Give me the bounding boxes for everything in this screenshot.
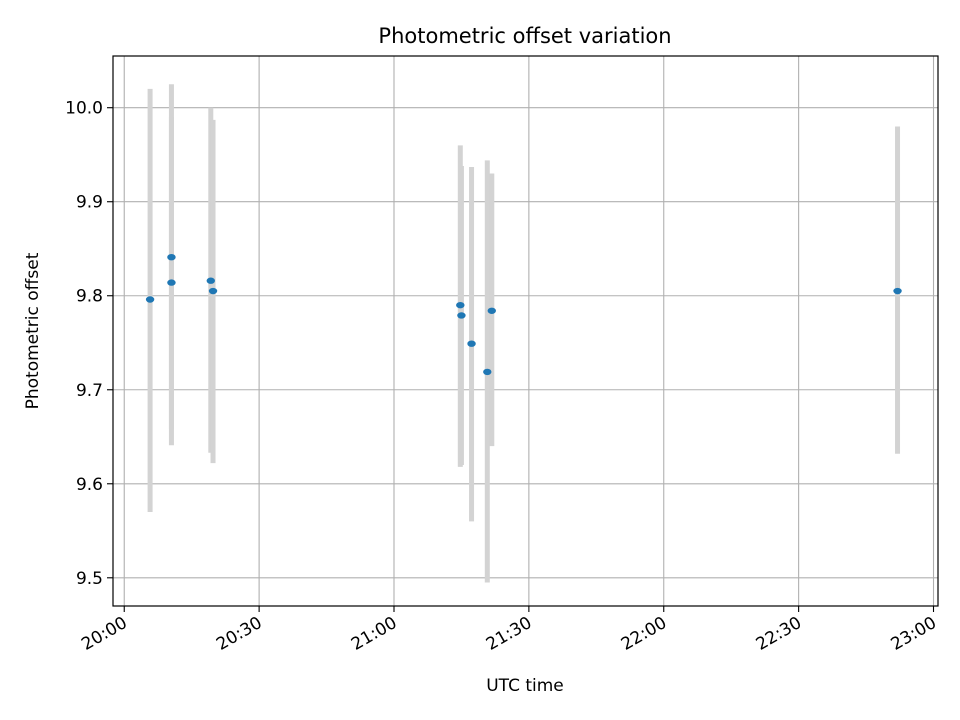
x-axis-title: UTC time [486,676,564,696]
chart-title: Photometric offset variation [378,24,671,48]
plot-frame [112,55,939,607]
y-axis: 9.5 9.6 9.7 9.8 9.9 10.0 [65,99,113,589]
y-axis-title: Photometric offset [23,252,43,409]
y-tick-label: 9.8 [76,287,103,307]
data-points [145,253,902,376]
data-point [457,312,466,319]
data-point [145,296,155,303]
y-tick-label: 9.9 [76,193,103,213]
y-tick-label: 9.6 [76,475,103,495]
data-point [167,279,176,286]
data-point [893,287,902,295]
data-point [167,253,176,261]
data-point [456,301,465,309]
data-point [467,340,476,347]
y-tick-label: 9.7 [76,381,103,401]
data-point [487,307,496,314]
data-point [483,368,492,376]
y-tick-label: 10.0 [65,99,103,119]
data-point [206,277,215,284]
gridlines [113,56,938,606]
data-point [208,287,218,295]
y-tick-label: 9.5 [76,569,103,589]
